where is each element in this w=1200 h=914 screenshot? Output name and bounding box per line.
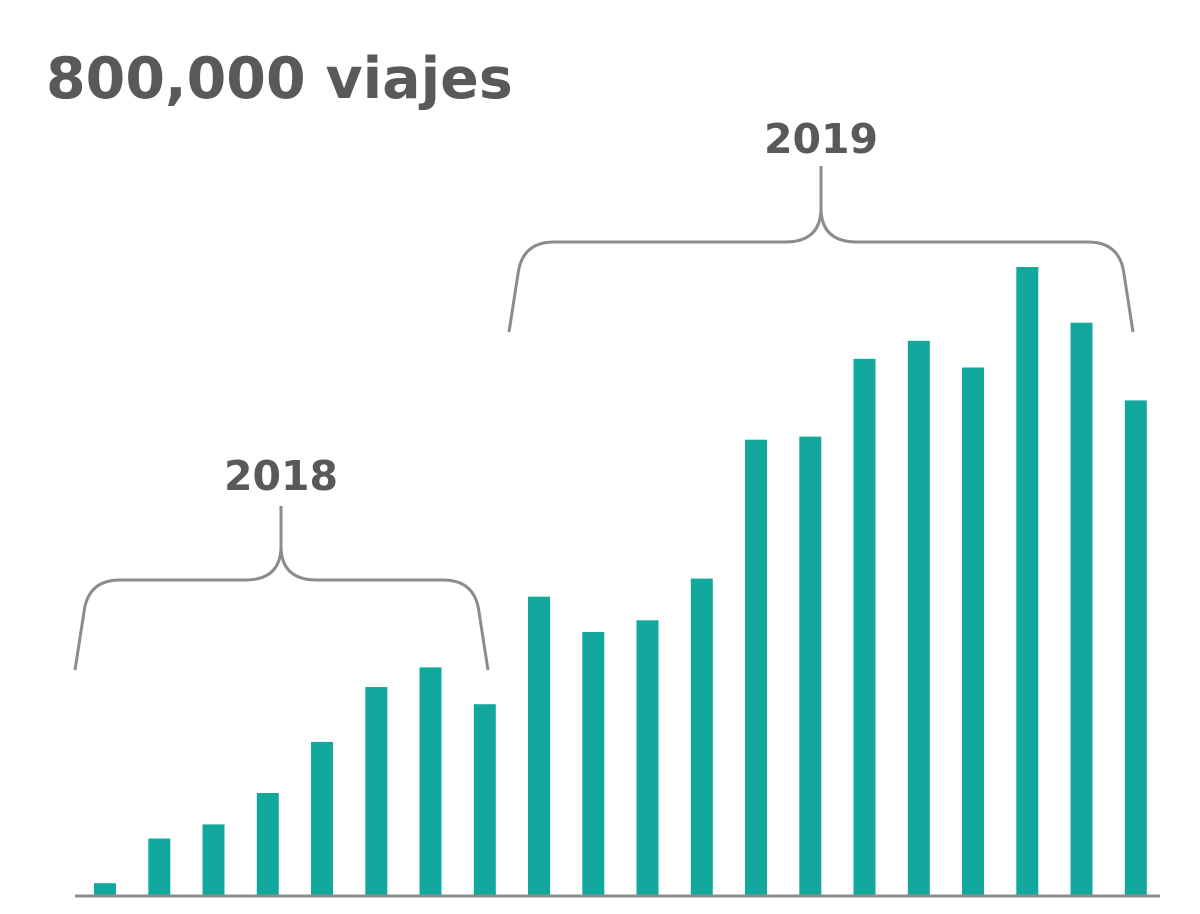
bar-20	[1124, 400, 1147, 895]
annotation-label-2019: 2019	[764, 115, 878, 163]
bar-18	[1016, 267, 1039, 895]
brackets-layer: 2018 2019	[73, 115, 1135, 671]
bar-2	[148, 838, 171, 895]
bar-3	[202, 824, 225, 896]
bar-10	[582, 632, 605, 895]
bar-5	[311, 741, 333, 895]
bars-layer	[94, 267, 1147, 896]
bar-8	[473, 704, 496, 895]
bar-12	[690, 578, 713, 895]
chart-title: 800,000 viajes	[46, 46, 513, 112]
bar-9	[528, 596, 550, 895]
bar-6	[365, 687, 388, 895]
annotation-label-2018: 2018	[224, 452, 338, 500]
bar-1	[94, 883, 116, 895]
bar-7	[419, 667, 442, 896]
bar-16	[907, 340, 930, 895]
bar-14	[799, 436, 822, 895]
bar-11	[636, 620, 659, 896]
bar-15	[853, 358, 876, 895]
bar-17	[962, 367, 984, 895]
bracket-2018	[73, 506, 490, 671]
bar-4	[256, 793, 279, 895]
bar-13	[745, 439, 767, 895]
bracket-2019	[507, 166, 1135, 333]
bar-19	[1070, 322, 1093, 895]
